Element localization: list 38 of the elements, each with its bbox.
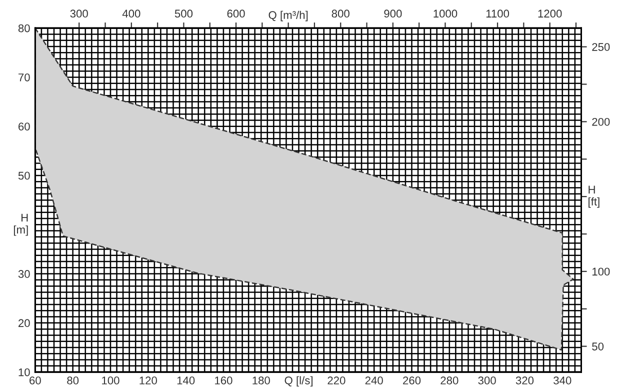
x-tick-label: 120 [140, 376, 157, 384]
x2-tick-label: 800 [332, 10, 350, 18]
x-tick-label: 260 [403, 376, 421, 384]
x-tick-label: 240 [365, 376, 383, 384]
x2-tick-label: 1000 [434, 10, 458, 18]
y-tick-label: 70 [18, 73, 30, 82]
x-tick-label: 320 [516, 376, 534, 384]
x-axis-title: Q [l/s] [284, 376, 312, 387]
x2-tick-label: 500 [174, 10, 193, 18]
x-tick-label: 160 [215, 376, 232, 384]
x-tick-label: 100 [102, 376, 120, 384]
y-tick-label: 50 [18, 172, 30, 180]
y2-tick-label: 50 [592, 342, 604, 350]
y2-tick-label: 100 [592, 268, 610, 276]
x-tick-label: 60 [30, 376, 41, 384]
x-tick-label: 80 [67, 376, 79, 384]
y2-tick-label: 250 [592, 43, 610, 51]
x2-tick-label: 1200 [538, 10, 562, 18]
y-tick-label: 80 [18, 24, 30, 32]
y2-axis-title: H [ft] [588, 186, 600, 208]
x2-tick-label: 600 [227, 10, 245, 18]
x2-tick-label: 300 [70, 10, 88, 18]
x-tick-label: 300 [478, 376, 496, 384]
x-tick-label: 180 [252, 376, 270, 384]
y-tick-label: 10 [18, 368, 30, 376]
y2-tick-label: 200 [592, 118, 610, 126]
x-tick-label: 220 [328, 376, 346, 384]
y-tick-label: 30 [18, 270, 30, 278]
y-axis-title: H [m] [14, 214, 28, 236]
x-tick-label: 340 [554, 376, 572, 384]
x2-axis-title: Q [m³/h] [268, 10, 308, 22]
y-tick-label: 60 [18, 122, 30, 130]
x2-tick-label: 1100 [486, 10, 510, 18]
x2-tick-label: 900 [384, 10, 402, 18]
x-tick-label: 280 [440, 376, 458, 384]
x2-tick-label: 400 [122, 10, 140, 18]
y-tick-label: 20 [18, 319, 30, 328]
x-tick-label: 140 [177, 376, 195, 384]
